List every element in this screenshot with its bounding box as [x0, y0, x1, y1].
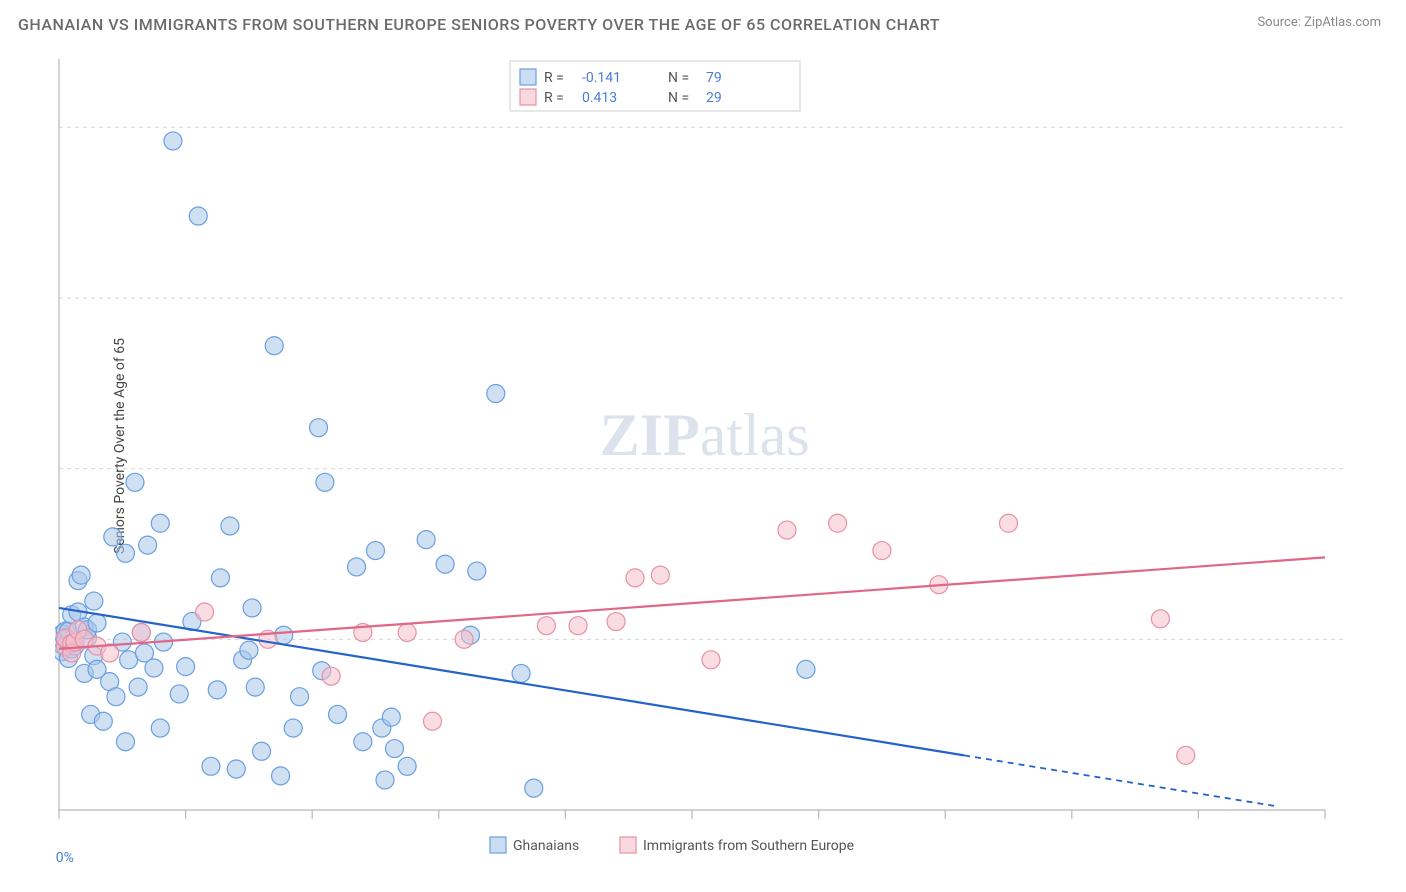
svg-text:0.0%: 0.0% — [55, 850, 74, 865]
source-label: Source: — [1257, 15, 1300, 30]
source-link[interactable]: ZipAtlas.com — [1304, 15, 1381, 30]
svg-text:R =: R = — [544, 90, 564, 106]
svg-text:79: 79 — [706, 70, 722, 86]
svg-text:0.413: 0.413 — [582, 90, 617, 106]
chart-title: GHANAIAN VS IMMIGRANTS FROM SOUTHERN EUR… — [18, 15, 940, 34]
svg-text:R =: R = — [544, 70, 564, 86]
svg-text:Immigrants from Southern Europ: Immigrants from Southern Europe — [643, 838, 854, 854]
chart-svg: ZIPatlas12.5%25.0%37.5%50.0%0.0%20.0%R =… — [55, 55, 1345, 865]
svg-text:N =: N = — [668, 90, 689, 106]
svg-text:29: 29 — [706, 90, 722, 106]
svg-text:ZIPatlas: ZIPatlas — [600, 402, 810, 468]
chart-area: ZIPatlas12.5%25.0%37.5%50.0%0.0%20.0%R =… — [55, 55, 1345, 835]
source-attribution: Source: ZipAtlas.com — [1257, 15, 1381, 30]
svg-text:-0.141: -0.141 — [582, 70, 621, 86]
svg-text:N =: N = — [668, 70, 689, 86]
svg-text:Ghanaians: Ghanaians — [513, 838, 579, 854]
